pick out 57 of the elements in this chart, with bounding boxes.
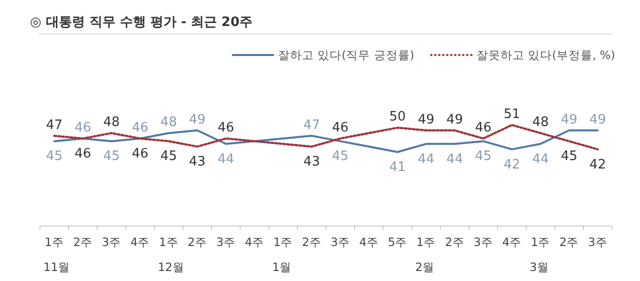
data-label: 49 xyxy=(418,112,434,128)
data-label: 46 xyxy=(132,120,148,136)
data-label: 45 xyxy=(475,149,492,164)
x-tick-label: 1주 11월 xyxy=(43,235,70,274)
data-label: 46 xyxy=(218,120,234,136)
data-label: 45 xyxy=(160,149,177,164)
x-tick-label: 1주 12월 xyxy=(158,235,184,274)
x-tick-label: 4주 xyxy=(244,235,264,249)
data-label: 41 xyxy=(389,160,406,175)
legend-label: 잘못하고 있다(부정률, %) xyxy=(476,48,616,62)
x-tick-label: 3주 xyxy=(330,235,350,249)
data-label: 49 xyxy=(189,112,206,128)
x-tick-label: 2주 xyxy=(188,235,207,249)
data-label: 48 xyxy=(532,115,549,130)
data-label: 45 xyxy=(103,149,120,164)
x-tick-label: 2주 xyxy=(445,235,464,249)
data-label: 49 xyxy=(446,112,463,128)
data-label: 45 xyxy=(560,149,578,164)
x-tick-label: 1주 3월 xyxy=(530,235,550,274)
x-tick-label: 2주 xyxy=(559,235,579,249)
legend-label: 잘하고 있다(직무 긍정률) xyxy=(278,48,414,62)
x-tick-label: 3주 xyxy=(588,235,608,249)
data-label: 44 xyxy=(418,152,434,167)
x-tick-label: 4주 xyxy=(130,235,150,249)
data-label: 49 xyxy=(589,112,606,128)
data-label: 51 xyxy=(504,107,520,122)
data-label: 46 xyxy=(475,120,492,136)
data-label: 46 xyxy=(74,146,92,162)
data-label: 45 xyxy=(46,149,63,164)
data-label: 43 xyxy=(303,154,320,170)
data-label: 48 xyxy=(160,115,177,130)
data-label: 50 xyxy=(389,110,406,125)
x-tick-label: 1주 1월 xyxy=(272,235,293,274)
data-label: 42 xyxy=(504,157,520,172)
data-label: 47 xyxy=(46,118,63,133)
x-tick-label: 3주 xyxy=(216,235,236,249)
x-tick-label: 4주 xyxy=(359,235,379,249)
x-tick-label: 1주 2월 xyxy=(415,235,436,274)
x-tick-label: 5주 xyxy=(388,235,408,249)
data-label: 46 xyxy=(132,146,148,162)
data-label: 46 xyxy=(332,120,349,136)
data-label: 44 xyxy=(532,152,549,167)
x-tick-label: 3주 xyxy=(474,235,493,249)
chart-title: ◎ 대통령 직무 수행 평가 - 최근 20주 xyxy=(30,15,253,30)
x-tick-label: 3주 xyxy=(102,235,122,249)
data-label: 49 xyxy=(560,112,578,128)
x-tick-label: 2주 xyxy=(302,235,322,249)
data-label: 47 xyxy=(303,118,320,133)
data-label: 43 xyxy=(189,154,206,170)
data-label: 44 xyxy=(218,152,234,167)
x-tick-label: 4주 xyxy=(502,235,522,249)
data-label: 42 xyxy=(589,157,606,172)
x-tick-label: 2주 xyxy=(73,235,93,249)
data-label: 48 xyxy=(103,115,120,130)
data-label: 45 xyxy=(332,149,349,164)
data-label: 44 xyxy=(446,152,463,167)
data-label: 46 xyxy=(74,120,92,136)
